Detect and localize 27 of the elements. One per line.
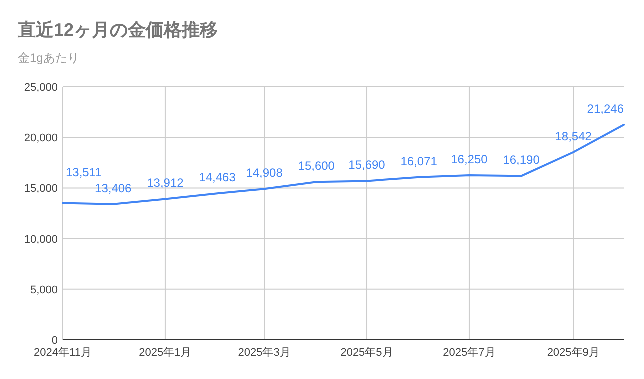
x-tick-label: 2025年7月 xyxy=(443,347,496,359)
y-tick-label: 5,000 xyxy=(30,284,58,296)
data-label: 15,690 xyxy=(348,158,386,172)
data-label: 16,071 xyxy=(400,154,438,168)
data-label: 18,542 xyxy=(555,129,592,144)
y-tick-label: 15,000 xyxy=(24,183,58,196)
x-tick-label: 2025年3月 xyxy=(238,347,291,359)
x-tick-label: 2025年1月 xyxy=(139,347,192,359)
data-label: 14,908 xyxy=(246,166,284,180)
data-label: 16,190 xyxy=(503,153,540,168)
line-series xyxy=(62,124,625,206)
data-label: 15,600 xyxy=(298,159,336,174)
data-label: 13,912 xyxy=(147,176,184,190)
data-label: 21,246 xyxy=(587,102,624,116)
y-tick-label: 20,000 xyxy=(24,132,58,145)
data-label: 16,250 xyxy=(451,152,488,167)
y-tick-label: 0 xyxy=(52,335,58,347)
x-tick-label: 2024年11月 xyxy=(34,347,92,359)
x-tick-label: 2025年5月 xyxy=(340,347,394,359)
y-tick-label: 10,000 xyxy=(24,234,58,246)
y-tick-label: 25,000 xyxy=(24,82,58,94)
data-label: 13,511 xyxy=(66,165,102,180)
chart-subtitle: 金1gあたり xyxy=(18,51,80,65)
chart-title: 直近12ヶ月の金価格推移 xyxy=(17,20,218,40)
x-tick-label: 2025年9月 xyxy=(547,347,600,359)
data-label: 14,463 xyxy=(199,170,236,185)
data-label: 13,406 xyxy=(95,181,132,196)
